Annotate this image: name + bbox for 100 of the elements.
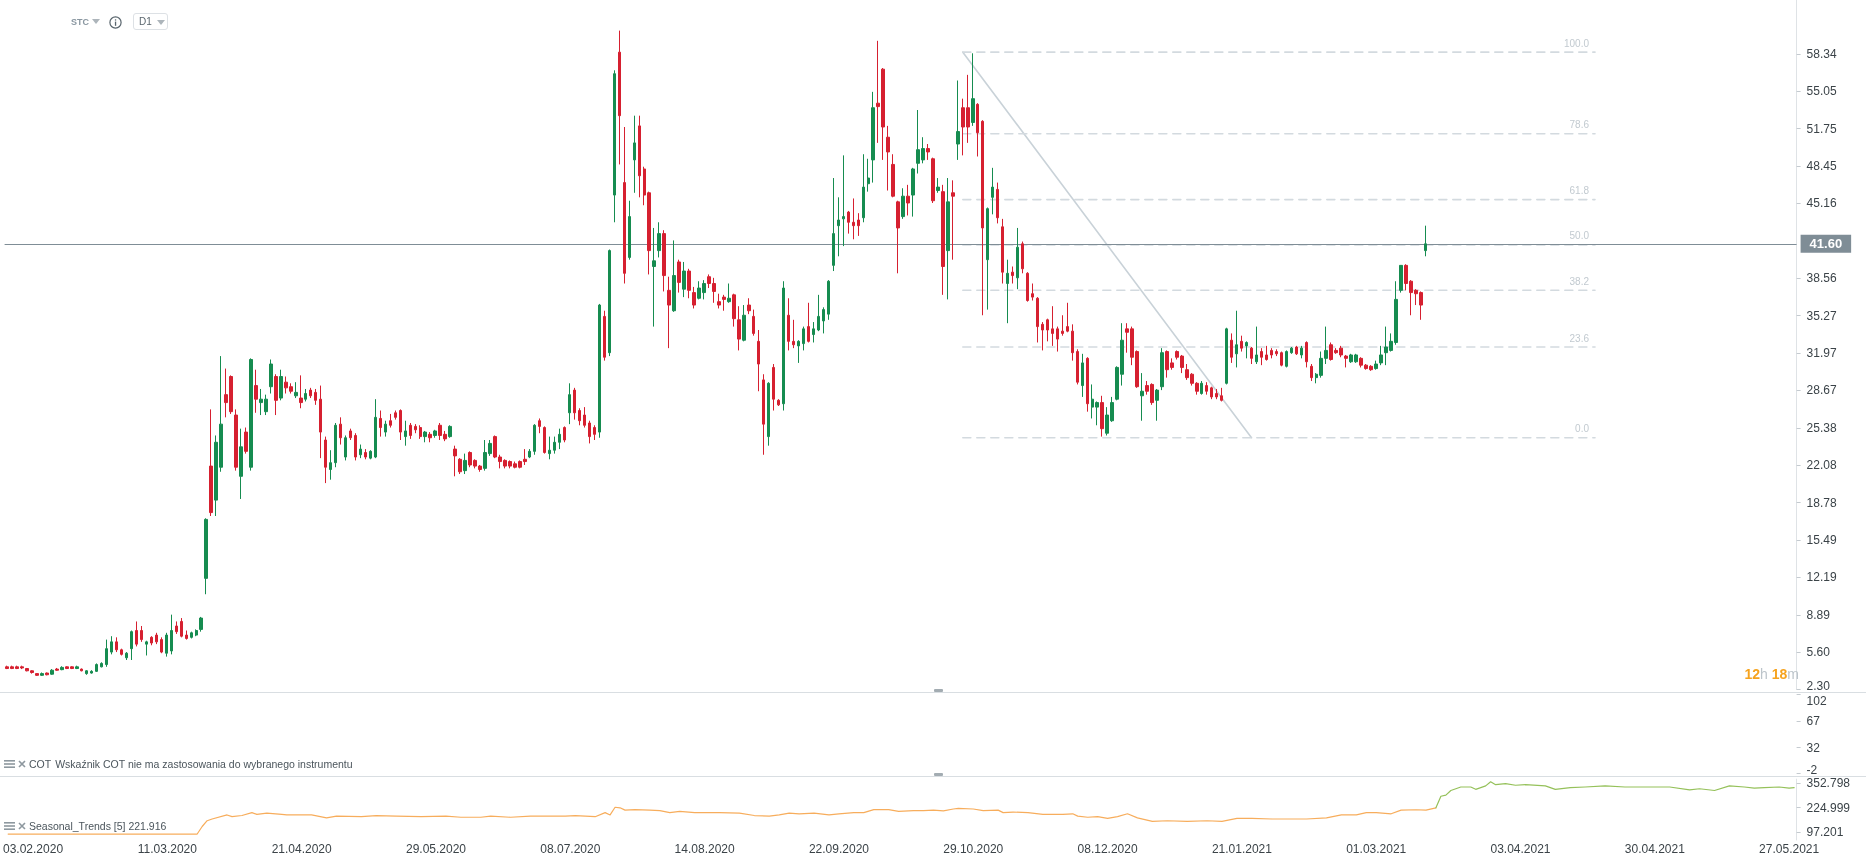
candlestick bbox=[1021, 241, 1024, 274]
y-tick-label: 2.30 bbox=[1806, 679, 1831, 693]
candlestick bbox=[1280, 351, 1283, 367]
candlestick bbox=[204, 517, 208, 595]
candlestick bbox=[60, 665, 64, 671]
candlestick bbox=[1160, 347, 1164, 391]
candlestick bbox=[1036, 296, 1039, 343]
candlestick bbox=[165, 632, 168, 658]
candlestick bbox=[802, 326, 805, 351]
candlestick bbox=[672, 239, 676, 313]
y-tick-label: 51.75 bbox=[1806, 121, 1837, 136]
candlestick bbox=[951, 179, 955, 261]
candlestick bbox=[598, 303, 601, 439]
candlestick bbox=[40, 671, 44, 677]
candlestick bbox=[911, 167, 915, 218]
candlestick bbox=[1399, 264, 1403, 294]
candlestick bbox=[533, 423, 536, 456]
candlestick bbox=[428, 431, 432, 443]
candlestick bbox=[85, 669, 88, 676]
candlestick bbox=[1140, 372, 1144, 422]
candlestick bbox=[309, 387, 312, 399]
candlestick bbox=[324, 436, 327, 484]
candlestick bbox=[1265, 345, 1268, 362]
candlestick bbox=[1041, 321, 1044, 351]
candlestick bbox=[652, 227, 656, 328]
candlestick bbox=[1011, 266, 1014, 285]
candlestick bbox=[906, 184, 910, 216]
y-tick-label: 28.67 bbox=[1806, 383, 1837, 398]
candlestick bbox=[588, 420, 591, 444]
candlestick bbox=[593, 424, 596, 441]
candlestick bbox=[254, 369, 258, 414]
candlestick bbox=[239, 428, 243, 500]
candlestick bbox=[762, 373, 765, 456]
candlestick bbox=[931, 157, 935, 204]
candlestick bbox=[374, 398, 377, 459]
candlestick bbox=[842, 154, 845, 247]
x-tick-label: 03.04.2021 bbox=[1490, 842, 1551, 856]
candlestick bbox=[832, 177, 835, 272]
candlestick bbox=[936, 177, 940, 194]
candlestick bbox=[195, 628, 198, 637]
y-tick-label: 12.19 bbox=[1806, 570, 1837, 585]
candlestick bbox=[732, 293, 736, 328]
candlestick bbox=[448, 424, 452, 439]
y-tick-label: -2 bbox=[1806, 763, 1818, 777]
candlestick bbox=[817, 294, 820, 332]
candlestick bbox=[812, 321, 815, 343]
candlestick bbox=[578, 407, 581, 426]
candlestick bbox=[135, 620, 138, 647]
y-tick-label: 55.05 bbox=[1806, 84, 1837, 99]
candlestick bbox=[294, 381, 298, 399]
candlestick bbox=[946, 177, 950, 300]
y-tick-label: 31.97 bbox=[1806, 346, 1837, 361]
candlestick bbox=[175, 620, 178, 635]
candlestick bbox=[1424, 225, 1427, 257]
y-tick-label: 15.49 bbox=[1806, 532, 1837, 547]
candlestick bbox=[867, 158, 870, 193]
y-tick-label: 352.798 bbox=[1806, 776, 1851, 790]
annotation: 12h 18m bbox=[1744, 666, 1799, 682]
candlestick bbox=[991, 167, 994, 215]
candlestick bbox=[453, 445, 457, 477]
candlestick bbox=[981, 119, 984, 316]
candlestick bbox=[95, 662, 98, 673]
candlestick bbox=[682, 261, 686, 298]
candlestick bbox=[1290, 346, 1293, 355]
candlestick bbox=[1200, 380, 1203, 396]
y-tick-label: 22.08 bbox=[1806, 458, 1837, 473]
candlestick bbox=[797, 339, 800, 364]
candlestick bbox=[1086, 356, 1089, 413]
candlestick bbox=[55, 667, 59, 672]
candlestick bbox=[389, 413, 392, 429]
series-label: 23.6 bbox=[1569, 332, 1590, 344]
candlestick bbox=[623, 126, 626, 285]
candlestick bbox=[414, 423, 417, 434]
y-tick-label: 32 bbox=[1806, 740, 1821, 755]
candlestick bbox=[269, 358, 273, 395]
candlestick bbox=[996, 182, 999, 224]
candlestick bbox=[1066, 302, 1069, 333]
x-tick-label: 01.03.2021 bbox=[1346, 842, 1407, 856]
candlestick bbox=[80, 668, 83, 672]
candlestick bbox=[279, 369, 283, 401]
candlestick bbox=[717, 293, 721, 309]
candlestick bbox=[1245, 340, 1248, 359]
candlestick bbox=[767, 381, 770, 447]
candlestick bbox=[110, 635, 113, 655]
candlestick bbox=[145, 640, 148, 656]
candlestick bbox=[349, 428, 352, 441]
candlestick bbox=[862, 153, 865, 223]
series-label: 78.6 bbox=[1569, 119, 1590, 131]
candlestick bbox=[827, 279, 830, 321]
candlestick bbox=[1076, 348, 1079, 385]
candlestick bbox=[638, 115, 641, 198]
line-series bbox=[7, 806, 1437, 835]
candlestick bbox=[1001, 218, 1004, 285]
candlestick bbox=[160, 636, 163, 654]
candlestick bbox=[170, 614, 173, 655]
candlestick bbox=[379, 410, 382, 438]
candlestick bbox=[613, 69, 616, 223]
x-tick-label: 03.02.2020 bbox=[3, 842, 64, 856]
y-tick-label: 58.34 bbox=[1806, 46, 1837, 61]
text: COT bbox=[29, 757, 52, 770]
